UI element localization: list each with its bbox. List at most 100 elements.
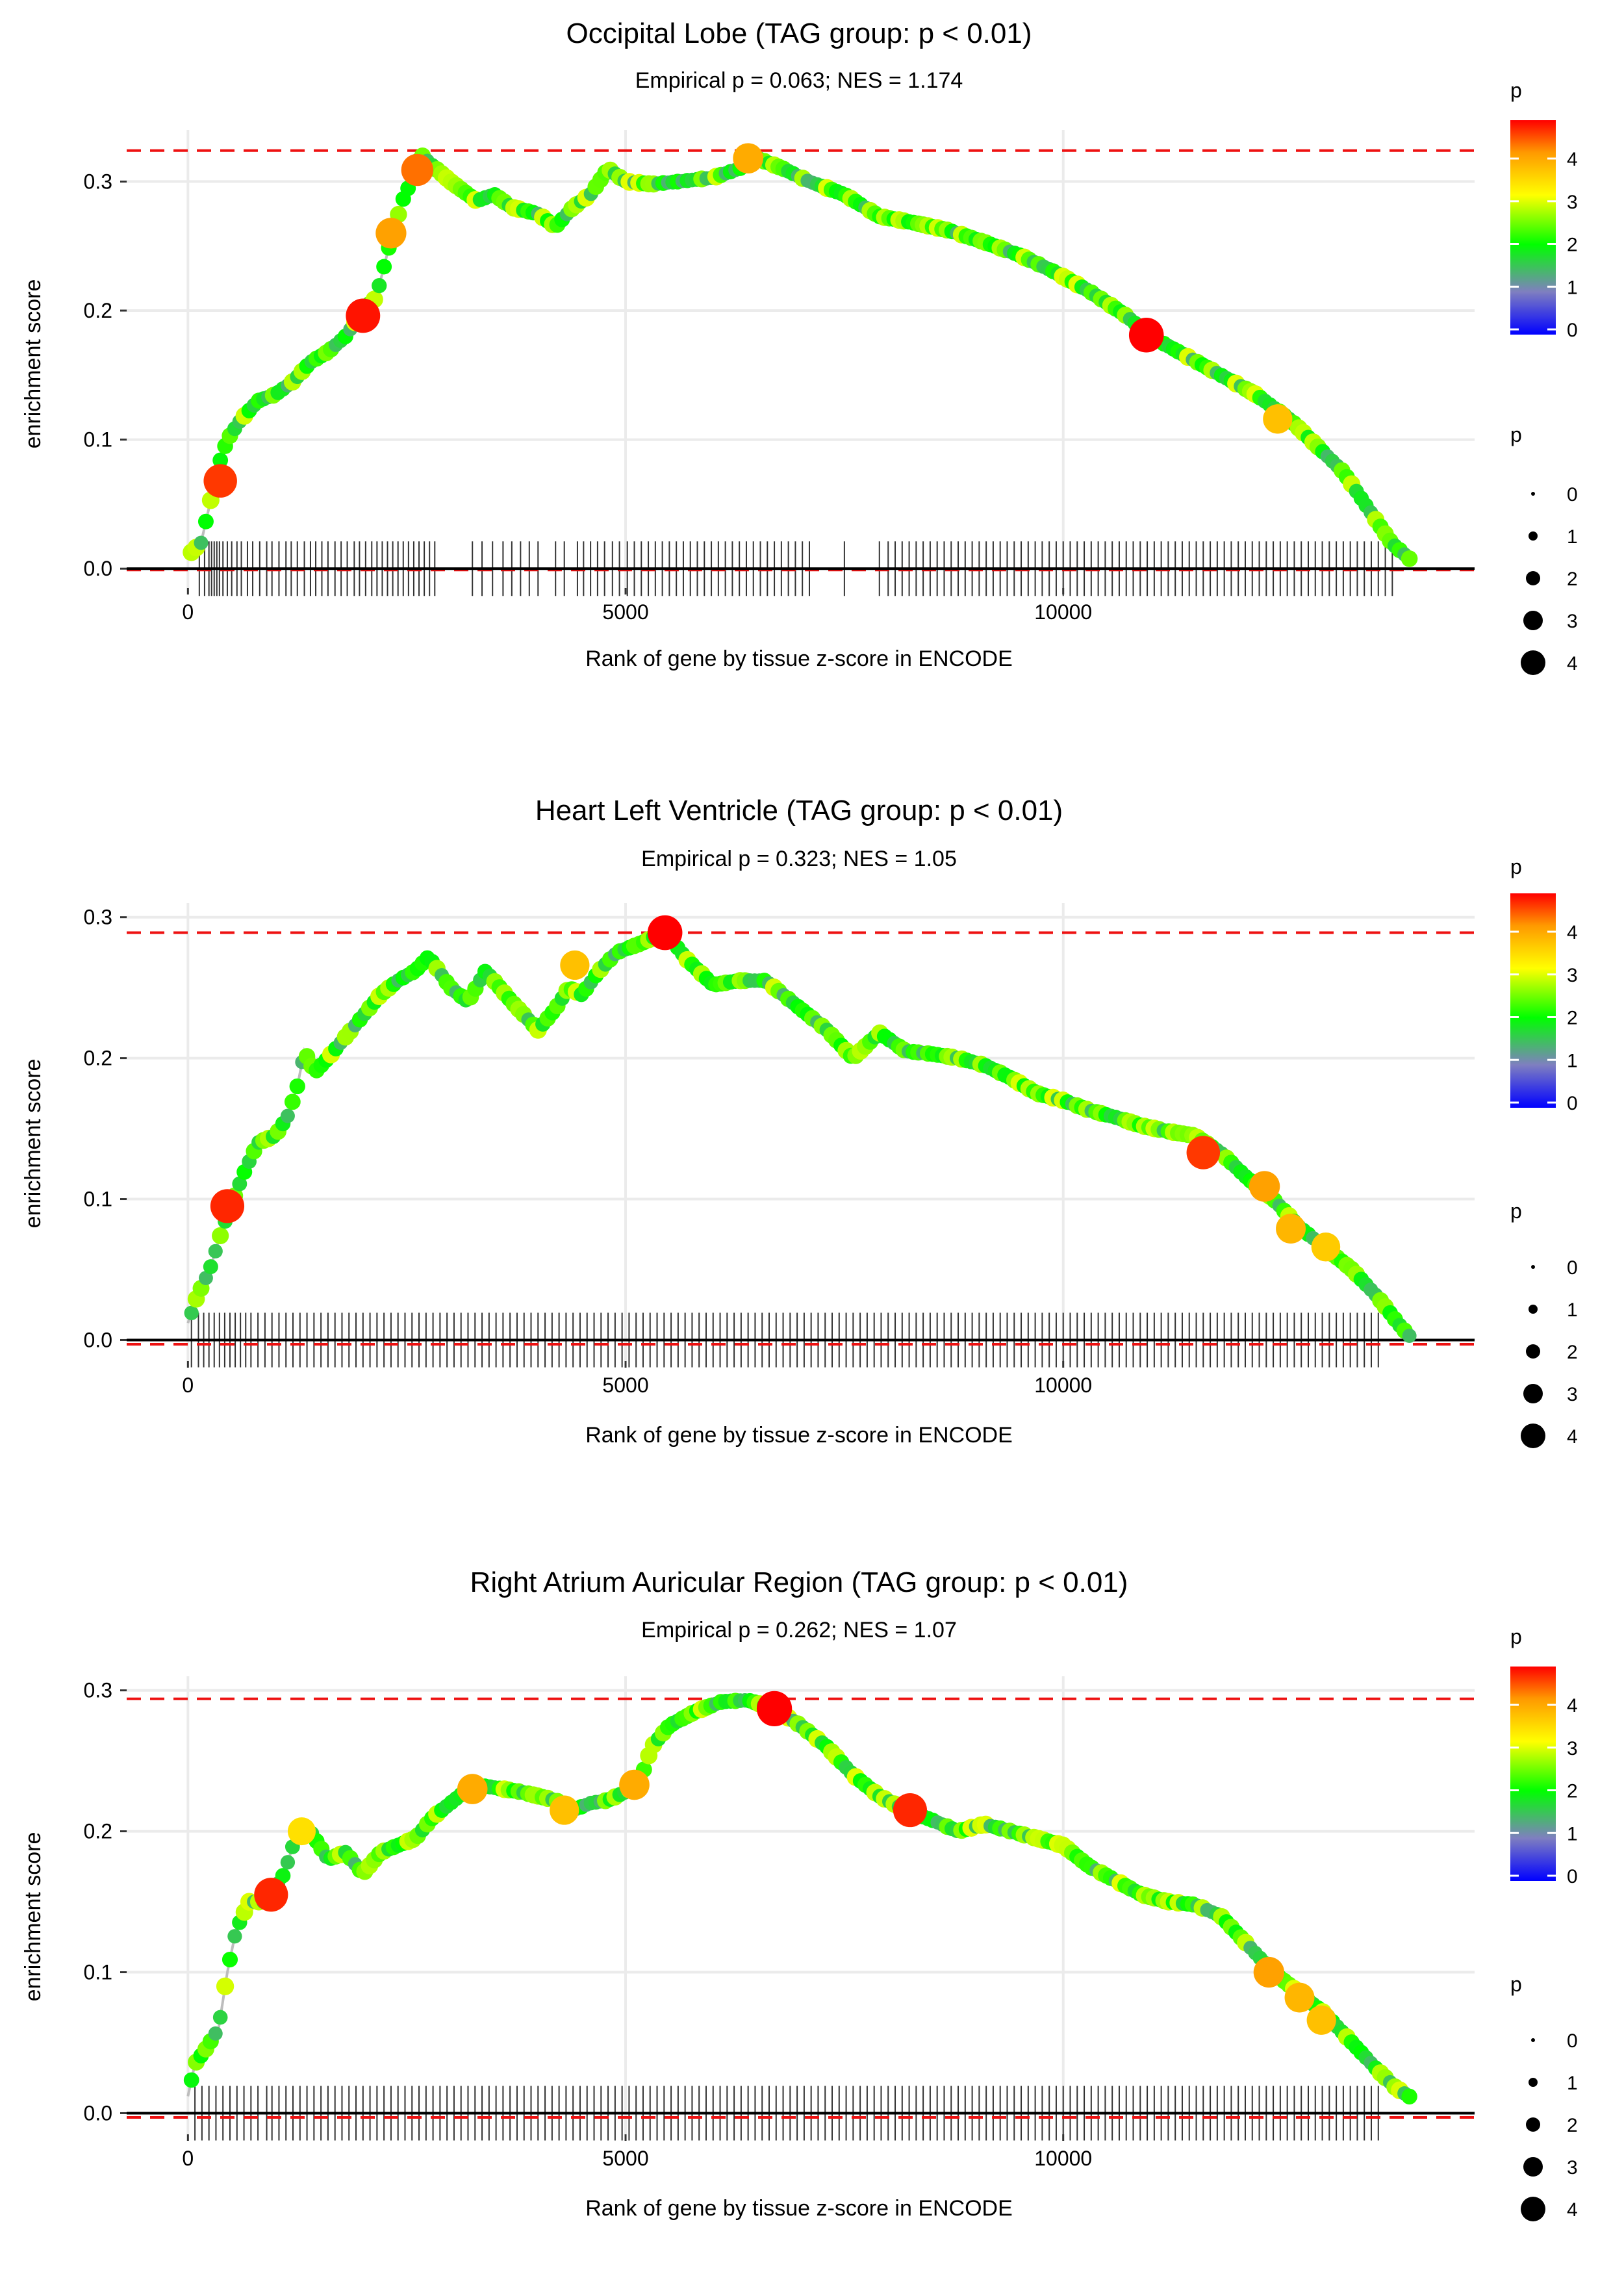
- gene-point: [208, 1244, 223, 1258]
- size-legend-dot: [1531, 492, 1535, 496]
- chart-title: Occipital Lobe (TAG group: p < 0.01): [566, 18, 1032, 49]
- size-legend-title: p: [1510, 1199, 1522, 1223]
- x-axis-label: Rank of gene by tissue z-score in ENCODE: [585, 2196, 1013, 2221]
- color-legend: p 0 1 2 3 4: [1510, 1625, 1578, 1887]
- size-legend-label: 0: [1567, 2030, 1578, 2052]
- x-axis-label: Rank of gene by tissue z-score in ENCODE: [585, 1423, 1013, 1448]
- highlight-gene-point: [375, 218, 407, 249]
- gene-point: [1401, 2088, 1417, 2105]
- panel-3: Right Atrium Auricular Region (TAG group…: [21, 1566, 1578, 2221]
- chart-subtitle: Empirical p = 0.323; NES = 1.05: [641, 847, 957, 871]
- size-legend-dot: [1529, 1305, 1538, 1314]
- highlight-gene-point: [756, 1691, 793, 1727]
- x-tick-label: 0: [182, 2147, 194, 2170]
- size-legend-label: 1: [1567, 1299, 1578, 1321]
- gene-point: [222, 1951, 238, 1968]
- size-legend-label: 2: [1567, 1342, 1578, 1363]
- size-legend: p 0 1 2 3 4: [1510, 1973, 1578, 2221]
- color-bar-label: 1: [1567, 1050, 1578, 1071]
- x-tick-label: 10000: [1034, 600, 1092, 624]
- y-tick-label: 0.1: [84, 1961, 112, 1984]
- highlight-gene-point: [346, 298, 381, 333]
- size-legend-title: p: [1510, 423, 1522, 446]
- gene-point: [212, 2010, 228, 2025]
- gene-point: [1401, 550, 1418, 567]
- x-tick-label: 5000: [602, 1373, 648, 1397]
- gene-point: [212, 452, 229, 468]
- size-legend-label: 3: [1567, 1384, 1578, 1405]
- size-legend-dot: [1523, 1384, 1543, 1403]
- highlight-gene-point: [1306, 2005, 1336, 2035]
- size-legend-dot: [1526, 2117, 1540, 2132]
- gene-point: [203, 1259, 218, 1275]
- size-legend: p 0 1 2 3 4: [1510, 423, 1578, 675]
- highlight-gene-point: [560, 950, 590, 980]
- y-tick-label: 0.2: [84, 1820, 112, 1843]
- highlight-gene-point: [619, 1769, 650, 1800]
- chart-title: Heart Left Ventricle (TAG group: p < 0.0…: [535, 795, 1063, 826]
- color-bar-label: 4: [1567, 1695, 1578, 1717]
- highlight-gene-point: [1128, 317, 1164, 353]
- color-legend: p 0 1 2 3 4: [1510, 855, 1578, 1114]
- highlight-gene-point: [1276, 1214, 1306, 1244]
- enrichment-curve: [186, 1698, 1414, 2101]
- color-bar-label: 1: [1567, 1823, 1578, 1845]
- highlight-gene-point: [1311, 1233, 1341, 1262]
- highlight-gene-point: [1186, 1136, 1221, 1169]
- color-bar-label: 3: [1567, 1738, 1578, 1759]
- y-tick-label: 0.0: [84, 2101, 112, 2125]
- size-legend-label: 4: [1567, 2199, 1578, 2221]
- size-legend-dot: [1529, 2078, 1538, 2087]
- x-tick-label: 5000: [602, 600, 648, 624]
- color-bar-label: 2: [1567, 1781, 1578, 1802]
- gene-point: [275, 1868, 291, 1884]
- y-tick-label: 0.0: [84, 557, 112, 580]
- size-legend-dot: [1531, 2038, 1535, 2042]
- highlight-gene-point: [287, 1817, 316, 1846]
- x-tick-label: 10000: [1034, 1373, 1092, 1397]
- size-legend-label: 4: [1567, 653, 1578, 674]
- highlight-gene-point: [254, 1878, 288, 1912]
- y-tick-label: 0.1: [84, 428, 112, 452]
- gene-point: [216, 1977, 235, 1995]
- size-legend-dot: [1523, 611, 1543, 630]
- highlight-gene-point: [1253, 1956, 1285, 1988]
- y-tick-label: 0.1: [84, 1188, 112, 1211]
- color-bar-label: 3: [1567, 965, 1578, 986]
- color-bar-label: 1: [1567, 277, 1578, 298]
- gene-point: [232, 1176, 247, 1192]
- color-bar-label: 0: [1567, 1093, 1578, 1114]
- gene-point: [184, 1305, 199, 1320]
- highlight-gene-point: [1263, 404, 1293, 434]
- y-tick-label: 0.3: [84, 906, 112, 929]
- size-legend-dot: [1526, 571, 1540, 585]
- color-bar: [1510, 120, 1556, 335]
- gene-point: [289, 1078, 305, 1095]
- x-tick-label: 0: [182, 1373, 194, 1397]
- panel-2: Heart Left Ventricle (TAG group: p < 0.0…: [21, 795, 1578, 1448]
- size-legend-dot: [1526, 1344, 1540, 1359]
- gene-point: [197, 513, 214, 530]
- size-legend-dot: [1531, 1265, 1535, 1269]
- size-legend-dot: [1523, 2157, 1543, 2177]
- gene-point: [183, 2072, 199, 2088]
- panel-1: Occipital Lobe (TAG group: p < 0.01) Emp…: [21, 18, 1578, 675]
- size-legend-dot: [1529, 531, 1538, 541]
- gene-point: [284, 1093, 301, 1110]
- size-legend-label: 0: [1567, 484, 1578, 505]
- size-legend-dot: [1521, 1424, 1545, 1448]
- size-legend-label: 2: [1567, 568, 1578, 590]
- y-axis-label: enrichment score: [21, 1059, 45, 1229]
- chart-title: Right Atrium Auricular Region (TAG group…: [470, 1566, 1128, 1598]
- size-legend-label: 0: [1567, 1257, 1578, 1279]
- highlight-gene-point: [1249, 1171, 1280, 1202]
- x-axis-label: Rank of gene by tissue z-score in ENCODE: [585, 646, 1013, 671]
- color-bar-label: 3: [1567, 192, 1578, 213]
- size-legend-dot: [1521, 650, 1545, 675]
- highlight-gene-point: [647, 915, 683, 951]
- x-tick-label: 10000: [1034, 2147, 1092, 2170]
- chart-subtitle: Empirical p = 0.262; NES = 1.07: [641, 1618, 957, 1642]
- y-axis-label: enrichment score: [21, 1832, 45, 2002]
- highlight-gene-point: [1284, 1982, 1315, 2013]
